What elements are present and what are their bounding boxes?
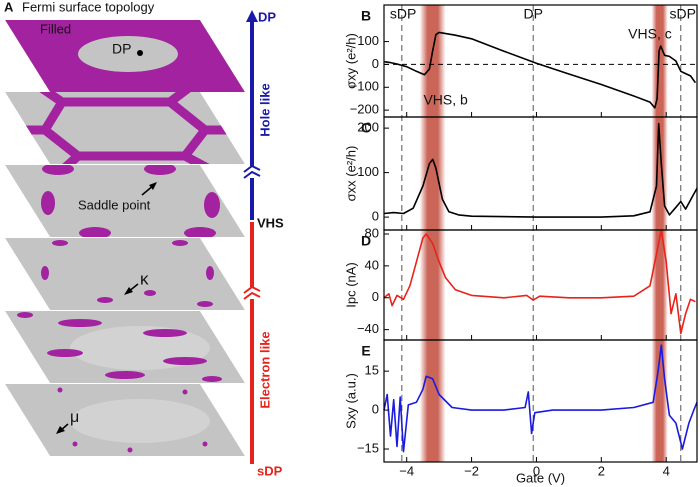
y-tick-label: 40 <box>365 257 379 272</box>
y-tick-label: 0 <box>372 209 379 224</box>
y-tick-label: 100 <box>357 33 379 48</box>
plot-frame <box>383 339 698 463</box>
mu-label: μ <box>70 409 79 426</box>
data-line <box>383 31 697 109</box>
fermi-surface: Filled DP <box>5 20 245 92</box>
axis-top-label: DP <box>258 9 276 24</box>
y-tick-label: 100 <box>357 164 379 179</box>
doping-axis: DP Hole like VHS Electron like sDP <box>243 9 284 478</box>
y-tick-label: 80 <box>365 225 379 240</box>
fermi-surface <box>5 92 245 164</box>
panel-a: A Fermi surface topology Filled DP <box>4 0 284 478</box>
x-tick-label: −4 <box>399 463 414 478</box>
saddle-label: Saddle point <box>78 197 151 212</box>
panel-label: B <box>361 8 371 24</box>
y-tick-label: 0 <box>372 56 379 71</box>
y-axis-label: Sxy (a.u.) <box>343 373 358 429</box>
axis-bottom-label: sDP <box>257 463 283 478</box>
fermi-surface <box>5 311 245 383</box>
y-tick-label: −100 <box>350 79 379 94</box>
x-tick-label: 4 <box>663 463 670 478</box>
fermi-surface: μ <box>5 384 245 456</box>
panel-label: E <box>361 343 370 359</box>
kappa-label: κ <box>140 269 149 288</box>
fermi-surface: Saddle point <box>5 165 245 237</box>
y-axis-label: Ipc (nA) <box>343 262 358 308</box>
y-axis-label: σxx (e²/h) <box>343 146 358 202</box>
annotation: VHS, b <box>423 92 468 108</box>
annotation: VHS, c <box>628 25 672 41</box>
panel-label: A <box>4 0 14 14</box>
data-line <box>383 122 698 218</box>
hole-label: Hole like <box>257 83 272 136</box>
annotation: sDP <box>670 6 696 22</box>
annotation: DP <box>523 6 542 22</box>
y-tick-label: 200 <box>357 120 379 135</box>
x-axis-label: Gate (V) <box>516 470 565 485</box>
y-tick-label: 15 <box>365 363 379 378</box>
filled-label: Filled <box>40 21 71 36</box>
y-tick-label: −15 <box>357 440 379 455</box>
y-tick-label: −40 <box>357 321 379 336</box>
x-tick-label: 0 <box>533 463 540 478</box>
vhs-label: VHS <box>257 215 284 230</box>
data-line <box>383 229 696 335</box>
electron-label: Electron like <box>257 331 272 408</box>
fermi-surface: κ <box>5 238 245 310</box>
panel-title: Fermi surface topology <box>22 0 155 14</box>
y-tick-label: 0 <box>372 289 379 304</box>
y-tick-label: −200 <box>350 102 379 117</box>
data-line <box>383 344 698 453</box>
dp-label: DP <box>112 41 131 57</box>
highlight-band <box>651 5 668 462</box>
annotation: sDP <box>390 6 416 22</box>
panel-label: D <box>361 233 371 249</box>
panel-label: C <box>361 120 371 136</box>
y-axis-label: σxy (e²/h) <box>343 33 358 89</box>
x-tick-label: −2 <box>464 463 479 478</box>
y-tick-label: 0 <box>372 402 379 417</box>
x-tick-label: 2 <box>598 463 605 478</box>
